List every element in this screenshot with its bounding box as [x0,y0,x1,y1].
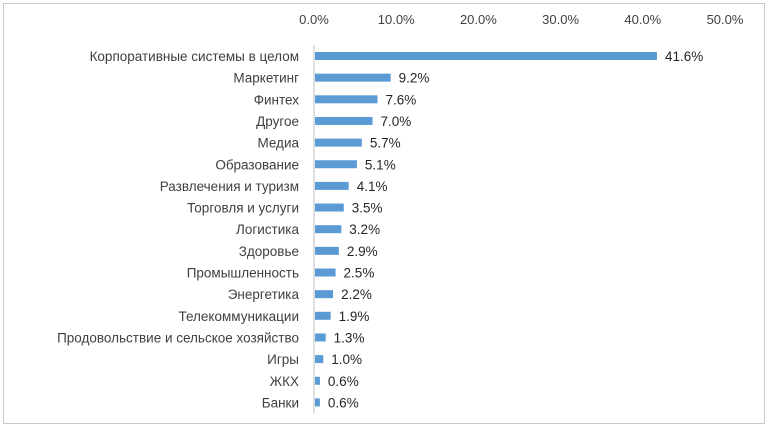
category-label: Другое [256,114,299,129]
value-label: 9.2% [399,71,430,86]
bar [315,52,657,60]
value-label: 1.3% [334,330,365,345]
bar [315,116,373,125]
category-label: Маркетинг [233,71,299,86]
value-label: 5.1% [365,157,396,172]
category-label: Медиа [257,136,299,151]
category-label: Торговля и услуги [187,201,299,216]
category-labels: Корпоративные системы в целом Маркетинг Фи… [57,49,299,410]
category-label: Развлечения и туризм [160,179,299,194]
value-label: 2.5% [344,266,375,281]
value-label: 5.7% [370,136,401,151]
category-label: Здоровье [239,244,299,259]
category-label: Банки [262,395,299,410]
bar [315,95,378,104]
value-label: 1.9% [339,309,370,324]
value-label: 2.9% [347,244,378,259]
x-tick-label: 10.0% [378,12,415,27]
x-axis-ticks: 0.0% 10.0% 20.0% 30.0% 40.0% 50.0% [299,12,744,27]
chart-frame: 0.0% 10.0% 20.0% 30.0% 40.0% 50.0% Корпоратив… [3,3,765,424]
bar [315,160,357,169]
value-label: 4.1% [357,179,388,194]
bar [315,181,349,190]
category-label: Корпоративные системы в целом [90,49,299,64]
x-tick-label: 50.0% [707,12,744,27]
bar [315,355,324,364]
category-label: ЖКХ [270,374,299,389]
value-label: 3.5% [352,201,383,216]
value-label: 7.6% [385,92,416,107]
bar [315,246,339,255]
value-label: 3.2% [349,222,380,237]
category-label: Телекоммуникации [179,309,300,324]
bar [315,138,362,147]
bar [315,290,334,299]
bar [315,203,344,212]
category-label: Промышленность [187,266,299,281]
x-tick-label: 40.0% [624,12,661,27]
value-label: 0.6% [328,374,359,389]
value-label: 2.2% [341,287,372,302]
x-tick-label: 20.0% [460,12,497,27]
bar [315,398,320,407]
bar-chart: 0.0% 10.0% 20.0% 30.0% 40.0% 50.0% Корпоратив… [57,12,744,414]
x-tick-label: 30.0% [542,12,579,27]
bar [315,311,331,320]
category-label: Логистика [236,222,300,237]
bar [315,225,342,234]
category-label: Продовольствие и сельское хозяйство [57,330,299,345]
category-label: Образование [215,157,299,172]
bar [315,333,326,342]
value-label: 1.0% [331,352,362,367]
value-label: 41.6% [665,49,703,64]
bar [315,268,336,277]
value-labels: 41.6% 9.2% 7.6% 7.0% 5.7% 5.1% 4.1% 3.5% 3.2% 2.9… [328,49,703,410]
bar [315,73,391,82]
x-tick-label: 0.0% [299,12,329,27]
bars [315,52,657,407]
bar [315,376,320,385]
value-label: 7.0% [381,114,412,129]
category-label: Игры [267,352,299,367]
value-label: 0.6% [328,395,359,410]
category-label: Финтех [254,92,300,107]
category-label: Энергетика [228,287,300,302]
